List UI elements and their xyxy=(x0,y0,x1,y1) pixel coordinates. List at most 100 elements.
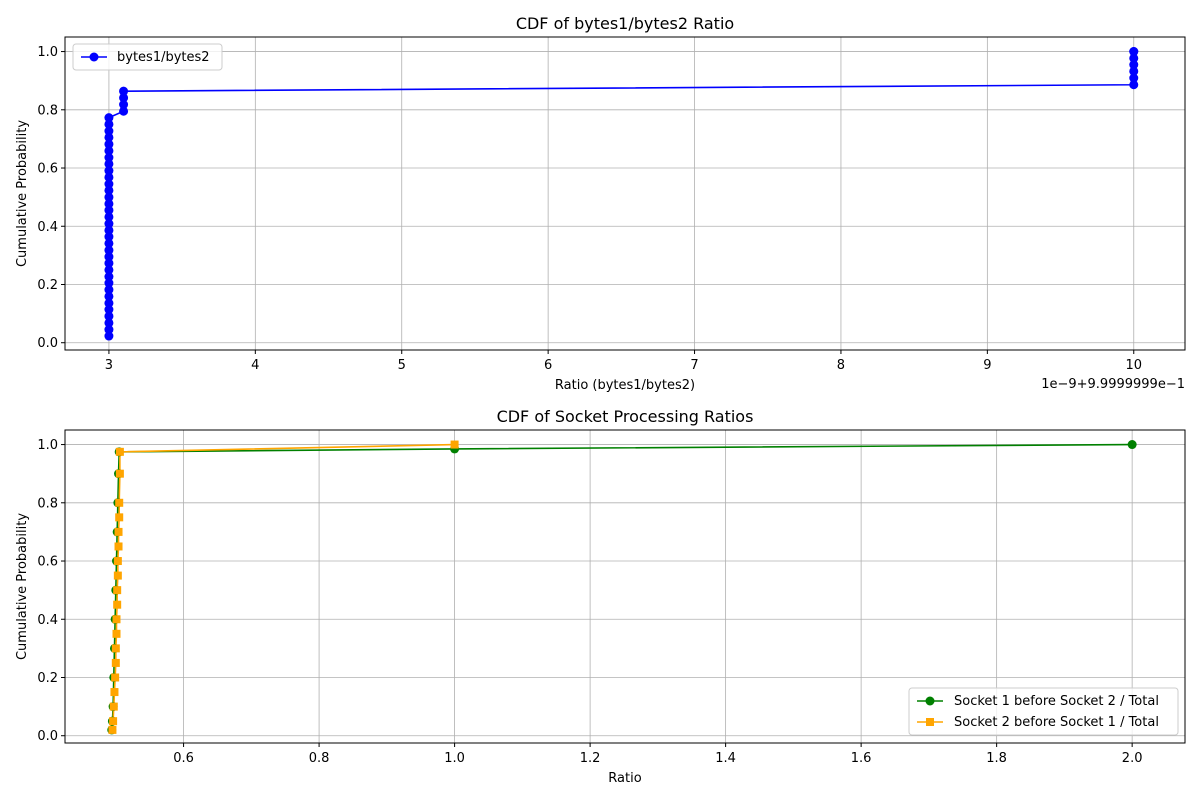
data-point xyxy=(115,469,124,478)
y-tick-label: 0.6 xyxy=(37,555,58,570)
data-point xyxy=(114,527,123,536)
chart-top-y-ticks: 0.0 0.2 0.4 0.6 0.8 1.0 xyxy=(37,45,65,351)
data-point xyxy=(109,717,118,726)
data-point xyxy=(108,725,117,734)
x-tick-label: 1.8 xyxy=(986,751,1007,766)
data-point xyxy=(109,702,118,711)
chart-bottom-y-ticks: 0.0 0.2 0.4 0.6 0.8 1.0 xyxy=(37,438,65,744)
data-point xyxy=(104,205,114,215)
data-point xyxy=(119,106,129,116)
chart-top-title: CDF of bytes1/bytes2 Ratio xyxy=(516,14,734,33)
chart-bottom-x-axis-label: Ratio xyxy=(608,771,641,786)
data-point xyxy=(104,139,114,149)
chart-bottom-markers xyxy=(107,440,1137,735)
chart-top-x-ticks: 3 4 5 6 7 8 9 10 xyxy=(105,350,1142,373)
data-point xyxy=(111,673,120,682)
x-tick-label: 1.2 xyxy=(580,751,601,766)
data-point xyxy=(113,571,122,580)
x-tick-label: 7 xyxy=(690,358,698,373)
chart-bottom-legend-label-socket1: Socket 1 before Socket 2 / Total xyxy=(954,694,1159,709)
chart-top: CDF of bytes1/bytes2 Ratio 3 4 5 6 7 8 9 10 0.0… xyxy=(15,14,1186,393)
data-point xyxy=(104,159,114,169)
data-point xyxy=(104,318,114,328)
series-line-0 xyxy=(110,443,1133,730)
data-point xyxy=(104,238,114,248)
data-point xyxy=(112,615,121,624)
y-tick-label: 0.0 xyxy=(37,336,58,351)
data-point xyxy=(104,166,114,176)
data-point xyxy=(104,258,114,268)
y-tick-label: 0.4 xyxy=(37,220,58,235)
data-point xyxy=(119,93,129,103)
data-point xyxy=(1129,80,1139,90)
data-point xyxy=(104,291,114,301)
data-point xyxy=(104,172,114,182)
data-point xyxy=(104,245,114,255)
x-tick-label: 2.0 xyxy=(1122,751,1143,766)
data-point xyxy=(104,285,114,295)
data-point xyxy=(1127,440,1137,450)
chart-bottom-y-axis-label: Cumulative Probability xyxy=(15,513,30,660)
chart-top-y-axis-label: Cumulative Probability xyxy=(15,120,30,267)
chart-top-legend-label-bytes: bytes1/bytes2 xyxy=(117,50,210,65)
data-point xyxy=(104,199,114,209)
chart-bottom-legend-marker-socket2 xyxy=(926,718,934,726)
data-point xyxy=(104,278,114,288)
data-point xyxy=(450,440,459,449)
series-line-0 xyxy=(108,51,1135,337)
x-tick-label: 5 xyxy=(398,358,406,373)
data-point xyxy=(104,265,114,275)
chart-top-legend: bytes1/bytes2 xyxy=(72,43,223,71)
data-point xyxy=(1129,53,1139,63)
data-point xyxy=(104,331,114,341)
data-point xyxy=(104,126,114,136)
data-point xyxy=(104,146,114,156)
data-point xyxy=(104,225,114,235)
series-line-1 xyxy=(111,443,455,730)
chart-bottom-title: CDF of Socket Processing Ratios xyxy=(497,407,754,426)
data-point xyxy=(1129,60,1139,70)
data-point xyxy=(104,192,114,202)
data-point xyxy=(1129,66,1139,76)
y-tick-label: 0.0 xyxy=(37,729,58,744)
x-tick-label: 1.0 xyxy=(444,751,465,766)
x-tick-label: 4 xyxy=(251,358,259,373)
chart-bottom-lines xyxy=(110,443,1133,730)
data-point xyxy=(1129,73,1139,83)
data-point xyxy=(104,232,114,242)
chart-bottom-legend-label-socket2: Socket 2 before Socket 1 / Total xyxy=(954,715,1159,730)
data-point xyxy=(114,542,123,551)
y-tick-label: 1.0 xyxy=(37,45,58,60)
chart-bottom-legend-box xyxy=(908,687,1179,736)
chart-bottom-x-ticks: 0.6 0.8 1.0 1.2 1.4 1.6 1.8 2.0 xyxy=(173,743,1142,766)
data-point xyxy=(119,100,129,110)
data-point xyxy=(115,447,124,456)
x-tick-label: 8 xyxy=(837,358,845,373)
data-point xyxy=(1129,47,1139,57)
chart-top-x-axis-label: Ratio (bytes1/bytes2) xyxy=(555,378,695,393)
data-point xyxy=(104,119,114,129)
x-tick-label: 10 xyxy=(1125,358,1142,373)
x-tick-label: 0.8 xyxy=(309,751,330,766)
y-tick-label: 0.4 xyxy=(37,613,58,628)
data-point xyxy=(104,212,114,222)
data-point xyxy=(104,219,114,229)
y-tick-label: 0.6 xyxy=(37,162,58,177)
data-point xyxy=(104,252,114,262)
data-point xyxy=(111,658,120,667)
x-tick-label: 1.6 xyxy=(851,751,872,766)
y-tick-label: 0.2 xyxy=(37,671,58,686)
data-point xyxy=(104,132,114,142)
data-point xyxy=(104,298,114,308)
data-point xyxy=(119,86,129,96)
x-tick-label: 1.4 xyxy=(715,751,736,766)
data-point xyxy=(111,644,120,653)
data-point xyxy=(115,513,124,522)
data-point xyxy=(104,113,114,123)
x-tick-label: 0.6 xyxy=(173,751,194,766)
chart-top-markers xyxy=(104,47,1139,341)
data-point xyxy=(113,586,122,595)
data-point xyxy=(110,688,119,697)
chart-bottom: CDF of Socket Processing Ratios 0.6 0.8 1.… xyxy=(15,407,1186,786)
